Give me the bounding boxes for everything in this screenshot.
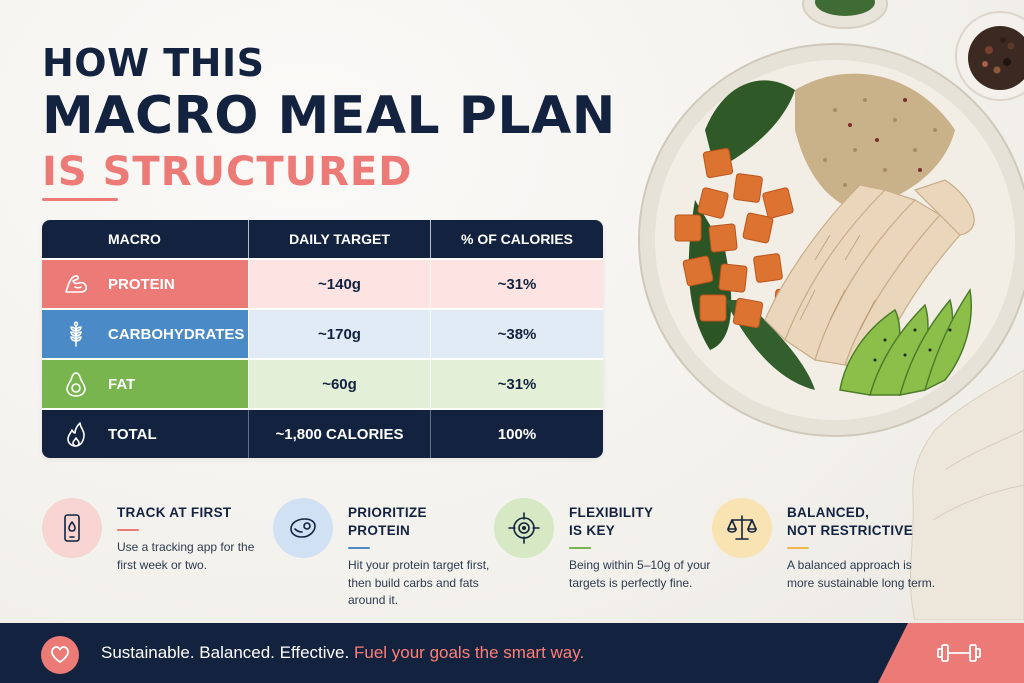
bicep-icon (62, 270, 90, 298)
title-line-3: IS STRUCTURED (42, 149, 413, 195)
footer-tagline: Sustainable. Balanced. Effective. Fuel y… (101, 643, 584, 663)
page-title: HOW THIS MACRO MEAL PLAN IS STRUCTURED (42, 40, 616, 198)
tip-divider (569, 547, 591, 549)
macro-cell: TOTAL (42, 410, 248, 458)
dumbbell-icon (937, 644, 981, 662)
tip-title: TRACK AT FIRST (117, 505, 232, 520)
tip-body: Hit your protein target first, then buil… (348, 558, 490, 607)
title-underline (42, 198, 118, 201)
phone-icon (42, 498, 102, 558)
header-percent-calories: % OF CALORIES (430, 220, 603, 258)
tip-title: FLEXIBILITY IS KEY (569, 505, 654, 538)
table-row-total: TOTAL ~1,800 CALORIES 100% (42, 408, 603, 458)
macro-label: FAT (108, 375, 136, 393)
macro-label: CARBOHYDRATES (108, 325, 245, 343)
percent-cell: ~31% (430, 360, 603, 408)
macro-table: MACRO DAILY TARGET % OF CALORIES PROTEIN… (42, 220, 603, 458)
flame-icon (62, 420, 90, 448)
table-row-fat: FAT ~60g ~31% (42, 358, 603, 408)
table-row-protein: PROTEIN ~140g ~31% (42, 258, 603, 308)
title-line-2: MACRO MEAL PLAN (42, 86, 616, 146)
target-cell: ~140g (248, 260, 430, 308)
steak-icon (273, 498, 333, 558)
tip-divider (787, 547, 809, 549)
tip-body: Use a tracking app for the first week or… (117, 540, 255, 572)
footer-text: Sustainable. Balanced. Effective. (101, 643, 350, 662)
header-daily-target: DAILY TARGET (248, 220, 430, 258)
tip-title: PRIORITIZE PROTEIN (348, 505, 427, 538)
target-cell: ~60g (248, 360, 430, 408)
target-icon (494, 498, 554, 558)
title-line-1: HOW THIS (42, 41, 265, 85)
table-header: MACRO DAILY TARGET % OF CALORIES (42, 220, 603, 258)
tip-body: A balanced approach is more sustainable … (787, 558, 936, 590)
percent-cell: ~31% (430, 260, 603, 308)
target-cell: ~1,800 CALORIES (248, 410, 430, 458)
avocado-icon (62, 370, 90, 398)
target-cell: ~170g (248, 310, 430, 358)
tip-title: BALANCED, NOT RESTRICTIVE (787, 505, 914, 538)
macro-label: TOTAL (108, 425, 157, 443)
footer-accent-text: Fuel your goals the smart way. (353, 643, 585, 662)
heart-icon (41, 636, 79, 674)
percent-cell: 100% (430, 410, 603, 458)
tip-divider (348, 547, 370, 549)
header-macro: MACRO (108, 231, 161, 247)
macro-cell: FAT (42, 360, 248, 408)
macro-cell: CARBOHYDRATES (42, 310, 248, 358)
scale-icon (712, 498, 772, 558)
tip-body: Being within 5–10g of your targets is pe… (569, 558, 711, 590)
tip-divider (117, 529, 139, 531)
wheat-icon (62, 320, 90, 348)
macro-cell: PROTEIN (42, 260, 248, 308)
meal-bowl-image (615, 0, 1024, 621)
percent-cell: ~38% (430, 310, 603, 358)
footer-banner: Sustainable. Balanced. Effective. Fuel y… (0, 623, 1024, 683)
macro-label: PROTEIN (108, 275, 175, 293)
table-row-carbohydrates: CARBOHYDRATES ~170g ~38% (42, 308, 603, 358)
